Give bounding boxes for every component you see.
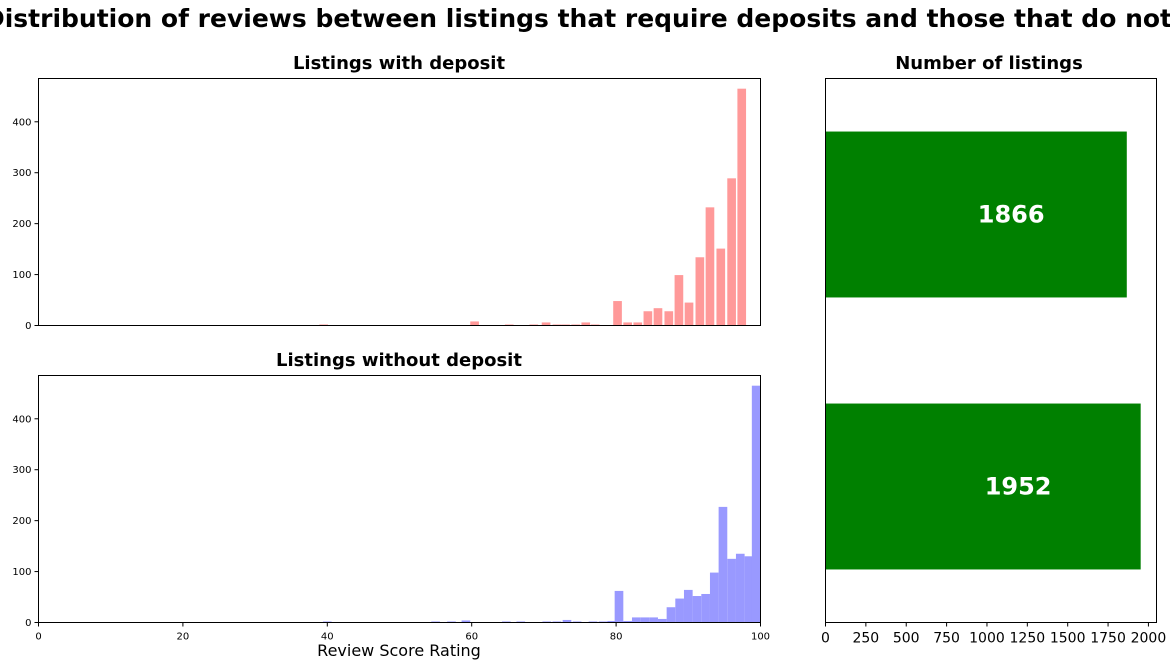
histogram-without-deposit: 0 100 200 300 400 0 20 40 60 80 100 xyxy=(12,385,770,643)
histogram-bar xyxy=(623,620,632,623)
x-tick-label: 750 xyxy=(933,631,960,647)
histogram-bar xyxy=(614,590,624,623)
histogram-bar xyxy=(643,311,653,326)
histogram-bar xyxy=(631,617,641,623)
y-tick-label: 400 xyxy=(12,414,31,425)
x-tick-label: 1250 xyxy=(1010,631,1046,647)
y-tick-label: 300 xyxy=(12,168,31,179)
histogram-bar xyxy=(744,556,754,623)
y-tick-label: 300 xyxy=(12,465,31,476)
histogram-bar xyxy=(431,621,440,623)
y-tick-label: 200 xyxy=(12,516,31,527)
y-tick-label: 400 xyxy=(12,117,31,128)
histogram-bar xyxy=(664,311,674,326)
histogram-bar xyxy=(542,621,552,623)
histogram-bar xyxy=(666,607,676,623)
y-tick-label: 0 xyxy=(25,618,31,629)
bar-value-label: 1952 xyxy=(985,473,1052,501)
x-tick-label: 250 xyxy=(852,631,879,647)
histogram-bar xyxy=(675,598,684,623)
x-tick-label: 2000 xyxy=(1131,631,1167,647)
plot-frame-without-deposit xyxy=(38,375,761,623)
histogram-bar xyxy=(504,324,514,326)
panel-title-with-deposit: Listings with deposit xyxy=(293,53,506,74)
figure-title: Distribution of reviews between listings… xyxy=(0,4,1170,33)
x-tick-label: 0 xyxy=(821,631,830,647)
y-tick-label: 0 xyxy=(25,321,31,332)
histogram-bar xyxy=(562,619,572,623)
histogram-bar xyxy=(541,322,551,326)
panel-title-number-of-listings: Number of listings xyxy=(895,53,1083,74)
histogram-with-deposit: 0 100 200 300 400 xyxy=(12,88,747,332)
y-tick-label: 100 xyxy=(12,567,31,578)
x-tick-label: 40 xyxy=(321,632,334,643)
y-tick-label: 100 xyxy=(12,270,31,281)
histogram-bar xyxy=(718,506,728,623)
histogram-bar xyxy=(590,324,600,326)
histogram-bar xyxy=(447,621,456,623)
histogram-bar xyxy=(649,617,658,623)
histogram-bar xyxy=(727,558,736,623)
histogram-bar xyxy=(516,621,526,623)
histogram-bar xyxy=(657,618,667,623)
histogram-bar xyxy=(319,324,329,326)
histogram-bar xyxy=(470,321,479,326)
histogram-bar xyxy=(598,621,608,623)
x-tick-label: 80 xyxy=(610,632,623,643)
histogram-bar xyxy=(684,302,694,326)
histogram-bar xyxy=(692,596,702,623)
histogram-bar xyxy=(674,275,684,326)
x-tick-label: 500 xyxy=(893,631,920,647)
histogram-bar xyxy=(709,572,719,623)
histogram-bar xyxy=(701,593,710,623)
x-axis-label: Review Score Rating xyxy=(317,641,481,660)
bar-value-label: 1866 xyxy=(978,201,1045,229)
histogram-bar xyxy=(683,589,693,623)
x-tick-label: 100 xyxy=(751,632,770,643)
histogram-bar xyxy=(751,385,761,623)
histogram-bar xyxy=(633,322,643,326)
y-tick-label: 200 xyxy=(12,219,31,230)
x-tick-label: 1500 xyxy=(1050,631,1086,647)
histogram-bar xyxy=(572,621,582,623)
histogram-bar xyxy=(552,324,562,326)
histogram-bar xyxy=(561,324,570,326)
histogram-bar xyxy=(322,621,332,623)
histogram-bar xyxy=(705,207,715,326)
histogram-bar xyxy=(552,621,562,623)
histogram-bar xyxy=(695,257,705,326)
histogram-bar xyxy=(581,322,591,326)
plot-frame-number-of-listings xyxy=(825,78,1157,623)
histogram-bar xyxy=(716,248,726,326)
bar-chart-number-of-listings: 1866 1952 0 250 500 750 1000 1250 1500 1750 2000 xyxy=(821,131,1167,647)
histogram-bar xyxy=(653,308,663,326)
histogram-bar xyxy=(588,621,598,623)
histogram-bar xyxy=(613,301,622,326)
histogram-bar xyxy=(737,88,747,326)
histogram-bar xyxy=(735,553,745,623)
histogram-bar xyxy=(727,178,736,326)
panel-title-without-deposit: Listings without deposit xyxy=(276,350,522,371)
bar xyxy=(825,131,1127,298)
histogram-bar xyxy=(640,617,650,623)
plot-frame-with-deposit xyxy=(38,78,761,326)
histogram-bar xyxy=(529,324,539,326)
histogram-bar xyxy=(502,621,511,623)
histogram-bar xyxy=(623,322,632,326)
bar xyxy=(825,403,1141,570)
x-tick-label: 1000 xyxy=(969,631,1005,647)
x-tick-label: 1750 xyxy=(1090,631,1126,647)
x-tick-label: 20 xyxy=(177,632,190,643)
x-tick-label: 0 xyxy=(35,632,41,643)
histogram-bar xyxy=(461,620,471,623)
x-tick-label: 60 xyxy=(465,632,478,643)
histogram-bar xyxy=(571,324,580,326)
histogram-bar xyxy=(607,620,617,623)
